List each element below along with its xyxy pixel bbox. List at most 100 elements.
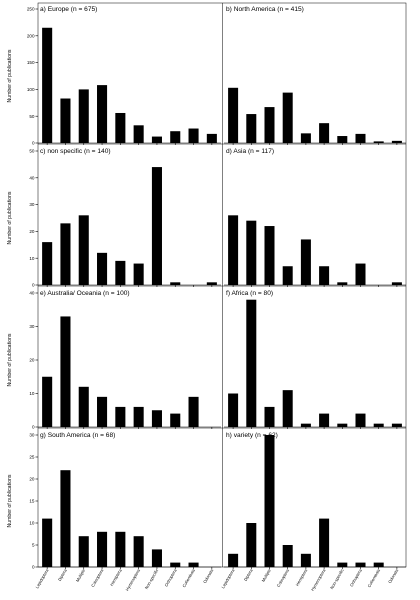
panel-4-bar-orthoptera	[355, 263, 366, 285]
panel-8-bar-collembola	[373, 562, 384, 567]
panel-6-bar-diptera	[246, 299, 257, 427]
panel-2-bar-hymenoptera	[319, 123, 330, 143]
panel-3-ytick-label: 50	[29, 149, 35, 154]
panel-6-bar-collembola	[373, 423, 384, 427]
panel-6-bar-hemiptera	[300, 423, 311, 427]
panel-4-bar-odonata	[391, 282, 402, 285]
panel-6-bar-lepidoptera	[228, 393, 239, 427]
panel-1-ytick-label: 200	[27, 33, 35, 38]
category-label-collembola-col1: Collembola	[181, 567, 196, 588]
panel-5-ytick-label: 10	[29, 391, 35, 396]
panel-7-bar-coleoptera	[97, 531, 108, 567]
panel-5-bar-collembola	[188, 396, 199, 427]
category-label-diptera-col1: Diptera	[57, 567, 68, 582]
panel-2-bar-non-specific	[337, 136, 348, 143]
panel-5-bar-non-specific	[151, 410, 162, 427]
panel-3-bar-coleoptera	[97, 252, 108, 285]
category-label-odonata-col1: Odonata	[202, 567, 215, 584]
panel-8-bar-hemiptera	[300, 553, 311, 567]
panel-5-bar-hemiptera	[115, 406, 126, 427]
panel-7-bar-hemiptera	[115, 531, 126, 567]
panel-3-ytick-label: 30	[29, 202, 35, 207]
category-label-lepidoptera-col2: Lepidoptera	[220, 567, 236, 589]
panel-2-bar-diptera	[246, 114, 257, 143]
panel-7-ytick-label: 0	[32, 565, 35, 570]
panel-3-bar-hemiptera	[115, 260, 126, 285]
panel-5-bar-diptera	[60, 316, 71, 427]
panel-8-bar-lepidoptera	[228, 553, 239, 567]
panel-2-bar-lepidoptera	[228, 87, 239, 143]
panel-1-ytick-label: 150	[27, 60, 35, 65]
panel-5-ytick-label: 20	[29, 358, 35, 363]
panel-3-ytick-label: 0	[32, 283, 35, 288]
panel-2-bar-collembola	[373, 141, 384, 143]
category-label-collembola-col2: Collembola	[366, 567, 381, 588]
panel-4-bar-hymenoptera	[319, 266, 330, 285]
panel-3-bar-hymenoptera	[133, 263, 144, 285]
panel-6-bar-orthoptera	[355, 413, 366, 427]
panel-5-bar-hymenoptera	[133, 406, 144, 427]
panel-8-bar-coleoptera	[282, 545, 293, 567]
panel-1-ytick-label: 250	[27, 7, 35, 12]
panel-5-ytick-label: 30	[29, 324, 35, 329]
panel-2-bar-coleoptera	[282, 92, 293, 143]
y-axis-label-row-3: Number of publications	[7, 333, 13, 386]
panel-7-ytick-label: 20	[29, 477, 35, 482]
panel-7-ytick-label: 15	[29, 499, 35, 504]
y-axis-label-row-1: Number of publications	[7, 49, 13, 102]
panel-7-title: g) South America (n = 68)	[40, 432, 115, 439]
panel-4-bar-diptera	[246, 220, 257, 285]
panel-3-bar-multiple	[78, 215, 89, 285]
panel-6-bar-hymenoptera	[319, 413, 330, 427]
panel-7-bar-lepidoptera	[42, 518, 53, 567]
category-label-non-specific-col2: Non-specific	[329, 568, 345, 590]
panel-7-ytick-label: 25	[29, 455, 35, 460]
panel-1-ytick-label: 100	[27, 87, 35, 92]
panel-4-bar-hemiptera	[300, 239, 311, 285]
category-label-orthoptera-col1: Orthoptera	[163, 567, 177, 587]
panel-6-bar-coleoptera	[282, 390, 293, 427]
panel-1-bar-hemiptera	[115, 112, 126, 143]
panel-2-bar-multiple	[264, 107, 275, 143]
category-label-coleoptera-col2: Coleoptera	[276, 567, 291, 587]
panel-1-ytick-label: 50	[29, 114, 35, 119]
panel-7-bar-diptera	[60, 470, 71, 567]
panel-6-bar-odonata	[391, 423, 402, 427]
panel-3-bar-non-specific	[151, 167, 162, 285]
panel-1-bar-non-specific	[151, 136, 162, 143]
panel-8-bar-non-specific	[337, 562, 348, 567]
panel-1-title: a) Europe (n = 675)	[40, 6, 97, 13]
panel-7-ytick-label: 10	[29, 521, 35, 526]
panel-1-bar-lepidoptera	[42, 27, 53, 143]
panel-8-bar-orthoptera	[355, 562, 366, 567]
category-label-odonata-col2: Odonata	[387, 567, 400, 584]
category-label-hemiptera-col1: Hemiptera	[109, 567, 123, 586]
panel-5-ytick-label: 40	[29, 291, 35, 296]
panel-8-bar-hymenoptera	[319, 518, 330, 567]
panel-2-bar-hemiptera	[300, 133, 311, 143]
category-label-multiple-col1: Multiple	[75, 567, 87, 582]
panel-7-ytick-label: 30	[29, 433, 35, 438]
panel-6-bar-non-specific	[337, 423, 348, 427]
category-label-lepidoptera-col1: Lepidoptera	[34, 567, 50, 589]
panel-1-bar-collembola	[188, 128, 199, 143]
panel-3-ytick-label: 10	[29, 256, 35, 261]
y-axis-label-row-2: Number of publications	[7, 191, 13, 244]
panel-1-ytick-label: 0	[32, 141, 35, 146]
panel-3-ytick-label: 40	[29, 175, 35, 180]
panel-8-bar-multiple	[264, 435, 275, 567]
y-axis-label-row-4: Number of publications	[7, 474, 13, 527]
panel-7-bar-multiple	[78, 536, 89, 567]
panel-7-bar-collembola	[188, 562, 199, 567]
category-label-orthoptera-col2: Orthoptera	[349, 567, 363, 587]
panel-3-bar-odonata	[206, 282, 217, 285]
panel-1-bar-coleoptera	[97, 85, 108, 143]
panel-7-bar-non-specific	[151, 549, 162, 567]
category-label-multiple-col2: Multiple	[260, 567, 272, 582]
panel-7-bar-hymenoptera	[133, 536, 144, 567]
panel-8-title: h) variety (n = 62)	[226, 432, 278, 439]
panel-1-bar-orthoptera	[170, 131, 181, 143]
panel-4-title: d) Asia (n = 117)	[226, 148, 274, 155]
panel-6-title: f) Africa (n = 80)	[226, 290, 273, 297]
panel-4-bar-multiple	[264, 226, 275, 285]
